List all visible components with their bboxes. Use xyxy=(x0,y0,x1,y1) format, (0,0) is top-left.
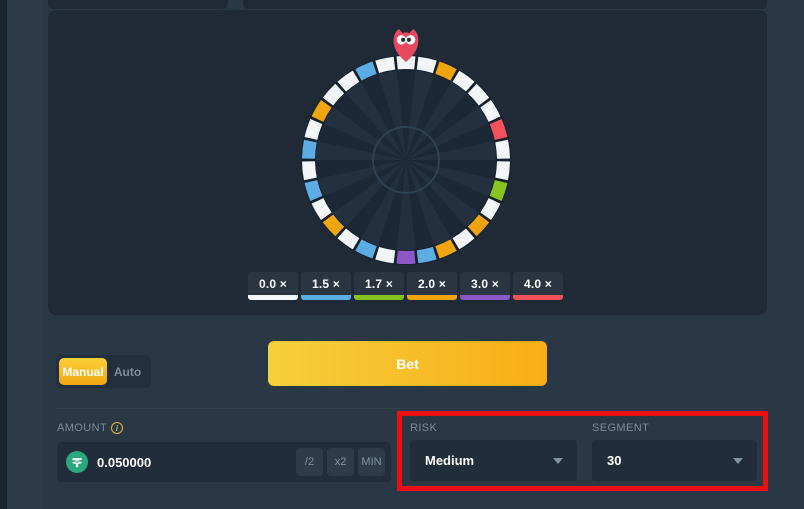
multiplier-badge-label: 3.0 × xyxy=(470,276,500,291)
amount-input[interactable] xyxy=(88,454,292,470)
wheel xyxy=(296,50,516,270)
multiplier-color-bar xyxy=(301,295,351,300)
wheel-graphic xyxy=(301,55,511,265)
bet-button[interactable]: Bet xyxy=(268,341,547,386)
info-icon[interactable]: i xyxy=(111,422,124,434)
top-cutoff-panel-left xyxy=(48,0,228,9)
multiplier-badge-label: 0.0 × xyxy=(258,276,288,291)
half-amount-button[interactable]: /2 xyxy=(296,448,323,476)
left-sidebar-strip xyxy=(7,0,42,509)
risk-label: RISK xyxy=(410,422,437,434)
multiplier-color-bar xyxy=(460,295,510,300)
multiplier-color-bar xyxy=(513,295,563,300)
multiplier-badge: 0.0 × xyxy=(248,272,298,300)
multiplier-legend: 0.0 × 1.5 × 1.7 × 2.0 × 3.0 × 4.0 × xyxy=(248,272,563,300)
manual-mode-button[interactable]: Manual xyxy=(59,358,107,385)
chevron-down-icon xyxy=(553,457,563,464)
chevron-down-icon xyxy=(733,457,743,464)
multiplier-color-bar xyxy=(248,295,298,300)
controls-divider xyxy=(57,408,766,409)
amount-label-text: AMOUNT xyxy=(57,422,108,434)
multiplier-badge: 1.5 × xyxy=(301,272,351,300)
left-page-edge xyxy=(0,0,7,509)
multiplier-badge: 4.0 × xyxy=(513,272,563,300)
segment-value: 30 xyxy=(607,453,622,468)
amount-label: AMOUNT i xyxy=(57,422,124,434)
segment-label: SEGMENT xyxy=(592,422,649,434)
top-cutoff-panel-right xyxy=(243,0,767,9)
risk-value: Medium xyxy=(425,453,475,468)
multiplier-badge: 2.0 × xyxy=(407,272,457,300)
auto-mode-button[interactable]: Auto xyxy=(107,365,148,379)
bet-mode-toggle: Manual Auto xyxy=(56,355,151,388)
multiplier-badge-label: 1.5 × xyxy=(311,276,341,291)
multiplier-color-bar xyxy=(407,295,457,300)
amount-field: /2 x2 MIN xyxy=(57,442,391,482)
owl-mascot-icon xyxy=(392,28,420,63)
multiplier-badge-label: 4.0 × xyxy=(523,276,553,291)
multiplier-badge-label: 2.0 × xyxy=(417,276,447,291)
segment-label-text: SEGMENT xyxy=(592,422,650,434)
min-amount-button[interactable]: MIN xyxy=(358,448,385,476)
multiplier-badge-label: 1.7 × xyxy=(364,276,394,291)
double-amount-button[interactable]: x2 xyxy=(327,448,354,476)
multiplier-badge: 1.7 × xyxy=(354,272,404,300)
risk-select[interactable]: Medium xyxy=(410,440,577,481)
multiplier-badge: 3.0 × xyxy=(460,272,510,300)
tether-coin-icon xyxy=(66,451,88,473)
multiplier-color-bar xyxy=(354,295,404,300)
risk-label-text: RISK xyxy=(410,422,438,434)
segment-select[interactable]: 30 xyxy=(592,440,757,481)
